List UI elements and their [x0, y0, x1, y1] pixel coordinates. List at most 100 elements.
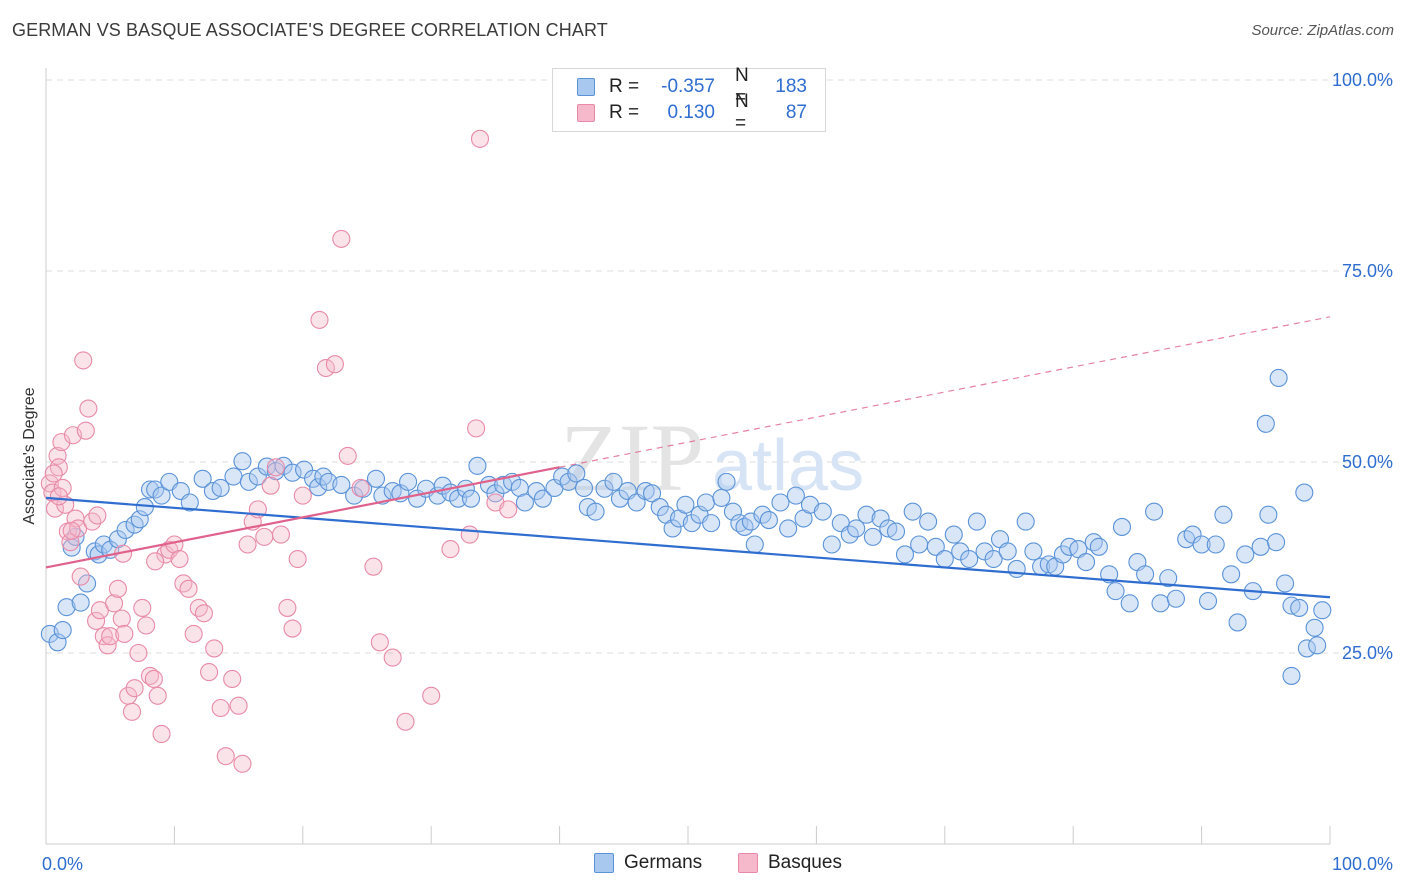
germans-point [771, 493, 790, 512]
basques-point [115, 624, 134, 643]
germans-swatch [577, 78, 595, 96]
y-tick-label: 100.0% [1332, 70, 1393, 90]
germans-point [1120, 594, 1139, 613]
germans-point [1183, 525, 1202, 544]
germans-point [712, 488, 731, 507]
germans-point [1151, 594, 1170, 613]
legend-basques[interactable]: Basques [738, 852, 842, 874]
germans-point [741, 512, 760, 531]
germans-point [595, 479, 614, 498]
germans-legend-label: Germans [624, 852, 703, 873]
basques-point [205, 639, 224, 658]
basques-point [238, 535, 257, 554]
germans-point [1290, 598, 1309, 617]
chart-title: GERMAN VS BASQUE ASSOCIATE'S DEGREE CORR… [12, 20, 608, 40]
germans-point [1007, 559, 1026, 579]
germans-point [224, 467, 243, 486]
basques-point [364, 557, 383, 576]
germans-point [967, 512, 986, 531]
germans-point [78, 574, 97, 593]
y-tick-label: 25.0% [1342, 643, 1393, 663]
germans-point [857, 505, 876, 524]
germans-point [745, 535, 764, 554]
basques-point [211, 698, 230, 718]
basques-point [87, 611, 106, 630]
basques-point [94, 627, 113, 646]
trend-lines [45, 316, 1331, 599]
germans-point [1016, 512, 1035, 531]
germans-trend-line [45, 496, 1331, 599]
germans-point [1269, 368, 1288, 388]
basques-point [105, 594, 124, 613]
germans-point [1308, 636, 1327, 655]
basques-point [189, 598, 208, 617]
basques-point [170, 549, 189, 569]
legend-row-germans: R = -0.357 N = 183 [577, 65, 807, 108]
watermark-zip: ZIP [560, 404, 704, 511]
basques-point [266, 458, 285, 477]
correlation-legend: R = -0.357 N = 183 R = 0.130 N = 87 [552, 65, 826, 134]
germans-point [786, 486, 805, 505]
germans-point [1166, 589, 1185, 608]
basques-point [316, 358, 335, 378]
legend-germans[interactable]: Germans [594, 852, 702, 874]
basques-point [129, 643, 148, 663]
basques-point [144, 669, 163, 689]
germans-point [1214, 505, 1233, 524]
basques-point [383, 648, 402, 667]
basques-point [133, 598, 152, 617]
germans-point [1236, 545, 1255, 564]
germans-point [1145, 502, 1164, 521]
legend-n-label: N = [735, 65, 749, 108]
basques-point [396, 712, 415, 731]
germans-point [468, 456, 487, 475]
gridlines [46, 79, 1392, 654]
germans-legend-swatch [594, 853, 614, 873]
germans-point [944, 525, 963, 544]
germans-point [248, 467, 267, 486]
germans-point [108, 530, 127, 549]
germans-point [57, 598, 76, 617]
germans-point [567, 464, 586, 483]
basques-point [52, 433, 71, 452]
germans-point [910, 535, 929, 554]
germans-point [527, 481, 546, 501]
germans-point [998, 542, 1017, 561]
germans-point [125, 515, 144, 534]
germans-point [1198, 591, 1218, 611]
germans-point [1282, 666, 1301, 685]
x-tick-label-min: 0.0% [42, 854, 83, 874]
germans-point [935, 549, 954, 569]
basques-point [74, 351, 93, 370]
germans-point [1089, 537, 1108, 556]
germans-point [211, 478, 230, 498]
legend-r-label: R = [609, 102, 640, 123]
basques-point [61, 533, 80, 552]
basques-legend-swatch [738, 853, 758, 873]
y-tick-label: 50.0% [1342, 452, 1393, 472]
basques-point [271, 525, 291, 544]
basques-point [79, 399, 98, 418]
germans-point [1106, 582, 1125, 601]
germans-points [40, 368, 1332, 685]
legend-n-label: N = [735, 91, 749, 134]
germans-point [696, 493, 716, 512]
basques-point [184, 624, 203, 643]
basques-point [283, 619, 302, 638]
germans-point [461, 489, 481, 508]
germans-point [663, 519, 682, 538]
germans-point [642, 484, 662, 503]
germans-point [533, 489, 552, 508]
basques-point [148, 686, 167, 705]
germans-point [1228, 613, 1247, 632]
germans-point [366, 469, 386, 488]
basques-point [422, 686, 441, 705]
germans-point [239, 472, 258, 491]
legend-r-label: R = [609, 76, 640, 97]
germans-point [1112, 517, 1132, 536]
germans-point [515, 493, 534, 512]
germans-point [233, 452, 252, 471]
legend-n-value: 183 [775, 76, 807, 97]
germans-point [1159, 569, 1178, 588]
basques-point [194, 604, 213, 623]
